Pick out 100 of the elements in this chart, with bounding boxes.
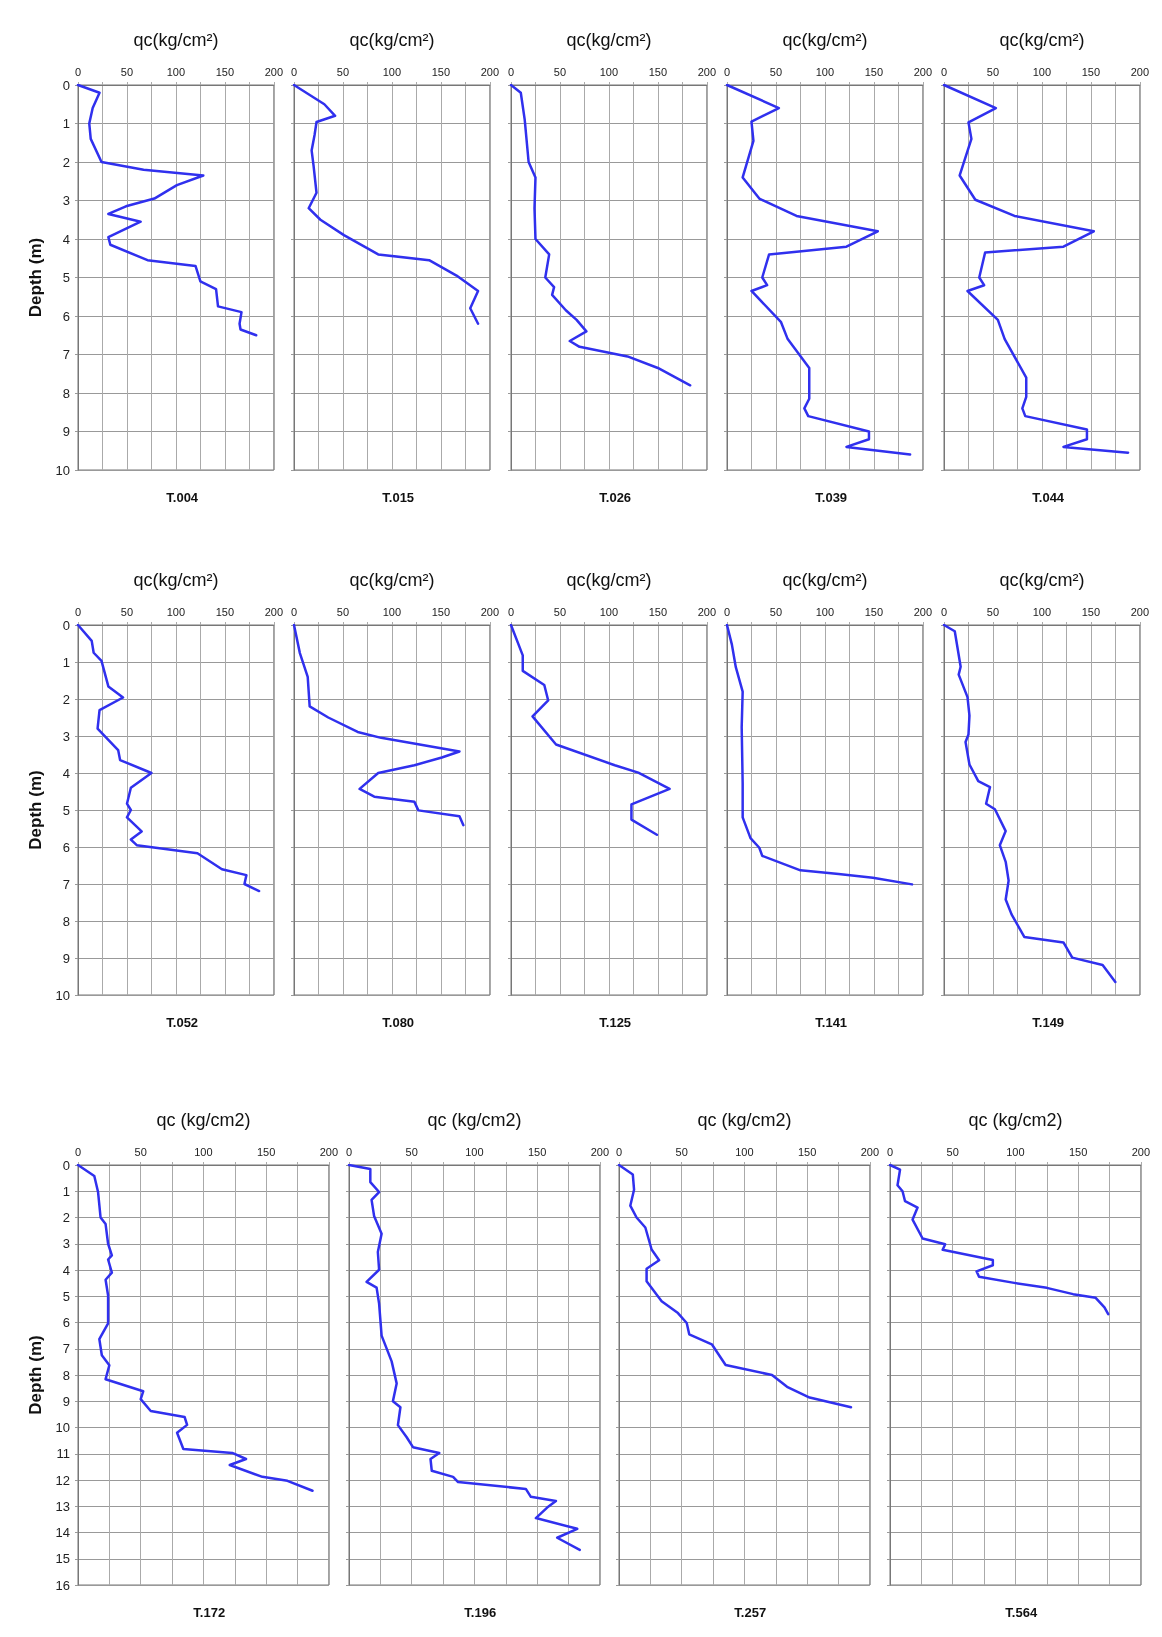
x-tick-label: 0 <box>615 1145 623 1158</box>
x-tick-label: 50 <box>405 1145 418 1158</box>
x-tick-label: 200 <box>913 605 933 618</box>
y-tick-label: 1 <box>62 1183 70 1199</box>
x-tick-label: 150 <box>432 65 451 78</box>
x-tick-label: 150 <box>797 1145 817 1158</box>
x-tick-label: 200 <box>1131 1145 1150 1158</box>
y-tick-label: 10 <box>55 987 70 1003</box>
x-axis-title: qc (kg/cm2) <box>697 1110 792 1130</box>
x-tick-label: 150 <box>648 65 667 78</box>
y-tick-label: 0 <box>62 77 70 93</box>
x-tick-label: 0 <box>724 605 731 618</box>
text: T.125 <box>599 1015 631 1030</box>
x-tick-label: 0 <box>507 65 514 78</box>
y-tick-label: 16 <box>55 1577 70 1593</box>
x-tick-label: 100 <box>464 1145 484 1158</box>
y-tick-label: 0 <box>62 617 70 633</box>
x-tick-label: 200 <box>1130 605 1149 618</box>
text: T.149 <box>1031 1015 1064 1030</box>
x-tick-label: 150 <box>1068 1145 1087 1158</box>
x-tick-label: 150 <box>432 605 451 618</box>
y-tick-label: 6 <box>62 1315 70 1330</box>
x-tick-label: 50 <box>986 65 999 78</box>
x-tick-label: 50 <box>337 605 350 618</box>
x-tick-label: 150 <box>1081 605 1100 618</box>
x-tick-label: 100 <box>1032 65 1051 78</box>
y-tick-label: 8 <box>62 913 70 929</box>
y-axis-title: Depth (m) <box>26 770 45 850</box>
y-tick-label: 11 <box>56 1446 70 1462</box>
y-tick-label: 2 <box>62 1210 70 1225</box>
x-tick-label: 0 <box>74 1145 82 1158</box>
y-tick-label: 3 <box>62 1236 70 1252</box>
x-tick-label: 100 <box>383 605 402 618</box>
text: T.564 <box>1004 1605 1038 1620</box>
x-tick-label: 150 <box>648 605 667 618</box>
x-tick-label: 150 <box>864 605 884 618</box>
x-tick-label: 50 <box>134 1145 147 1158</box>
text: T.257 <box>734 1605 767 1620</box>
line-series <box>76 1163 314 1493</box>
x-tick-label: 100 <box>815 605 835 618</box>
x-tick-label: 200 <box>319 1145 338 1158</box>
y-tick-label: 4 <box>62 1262 70 1278</box>
text: T.141 <box>815 1015 848 1030</box>
x-tick-label: 50 <box>675 1145 688 1158</box>
x-axis-title: qc(kg/cm²) <box>999 570 1085 590</box>
y-tick-label: 6 <box>62 308 70 324</box>
x-tick-label: 200 <box>860 1145 879 1158</box>
x-tick-label: 50 <box>946 1145 959 1158</box>
x-tick-label: 200 <box>1130 65 1149 78</box>
x-tick-label: 150 <box>215 65 235 78</box>
y-tick-label: 10 <box>55 462 70 478</box>
x-axis-title: qc(kg/cm²) <box>782 570 868 590</box>
x-tick-label: 150 <box>256 1145 276 1158</box>
x-tick-label: 50 <box>770 65 783 78</box>
x-tick-label: 0 <box>291 605 298 618</box>
y-tick-label: 2 <box>62 691 70 707</box>
y-tick-label: 15 <box>55 1551 70 1567</box>
x-tick-label: 100 <box>815 65 835 78</box>
x-axis-title: qc(kg/cm²) <box>133 570 219 590</box>
x-axis-title: qc (kg/cm2) <box>426 1110 521 1130</box>
y-tick-label: 3 <box>62 193 70 208</box>
x-tick-label: 200 <box>481 605 500 618</box>
y-tick-label: 3 <box>62 728 70 744</box>
x-axis-title: qc(kg/cm²) <box>566 30 652 50</box>
x-axis-title: qc(kg/cm²) <box>349 30 435 50</box>
y-tick-label: 5 <box>62 1288 70 1304</box>
y-tick-label: 2 <box>62 154 70 170</box>
y-tick-label: 9 <box>62 950 70 966</box>
x-tick-label: 50 <box>770 605 783 618</box>
text: T.080 <box>382 1015 415 1030</box>
y-tick-label: 7 <box>62 876 70 892</box>
text: T.044 <box>1031 490 1065 505</box>
y-tick-label: 7 <box>62 1341 70 1357</box>
y-tick-label: 1 <box>62 654 70 670</box>
x-tick-label: 150 <box>527 1145 546 1158</box>
x-tick-label: 150 <box>1081 65 1100 78</box>
x-axis-title: qc(kg/cm²) <box>999 30 1085 50</box>
text: T.052 <box>166 1015 199 1030</box>
text: T.172 <box>193 1605 226 1620</box>
y-tick-label: 14 <box>55 1525 70 1540</box>
x-axis-title: qc(kg/cm²) <box>133 30 219 50</box>
y-tick-label: 5 <box>62 270 70 285</box>
x-tick-label: 0 <box>345 1145 352 1158</box>
x-tick-label: 0 <box>291 65 298 78</box>
x-tick-label: 100 <box>599 65 618 78</box>
y-tick-label: 4 <box>62 765 70 781</box>
x-tick-label: 50 <box>120 65 134 78</box>
x-tick-label: 100 <box>735 1145 754 1158</box>
y-axis-title: Depth (m) <box>26 237 45 318</box>
y-tick-label: 10 <box>55 1420 70 1435</box>
x-tick-label: 50 <box>553 605 566 618</box>
x-tick-label: 100 <box>1032 605 1051 618</box>
x-tick-label: 200 <box>697 605 716 618</box>
x-tick-label: 200 <box>264 65 283 78</box>
text: T.196 <box>463 1605 496 1620</box>
line-series <box>76 623 261 893</box>
y-axis-title: Depth (m) <box>26 1335 45 1415</box>
y-tick-label: 12 <box>55 1472 70 1488</box>
text: T.004 <box>166 490 199 505</box>
x-tick-label: 0 <box>74 65 82 78</box>
